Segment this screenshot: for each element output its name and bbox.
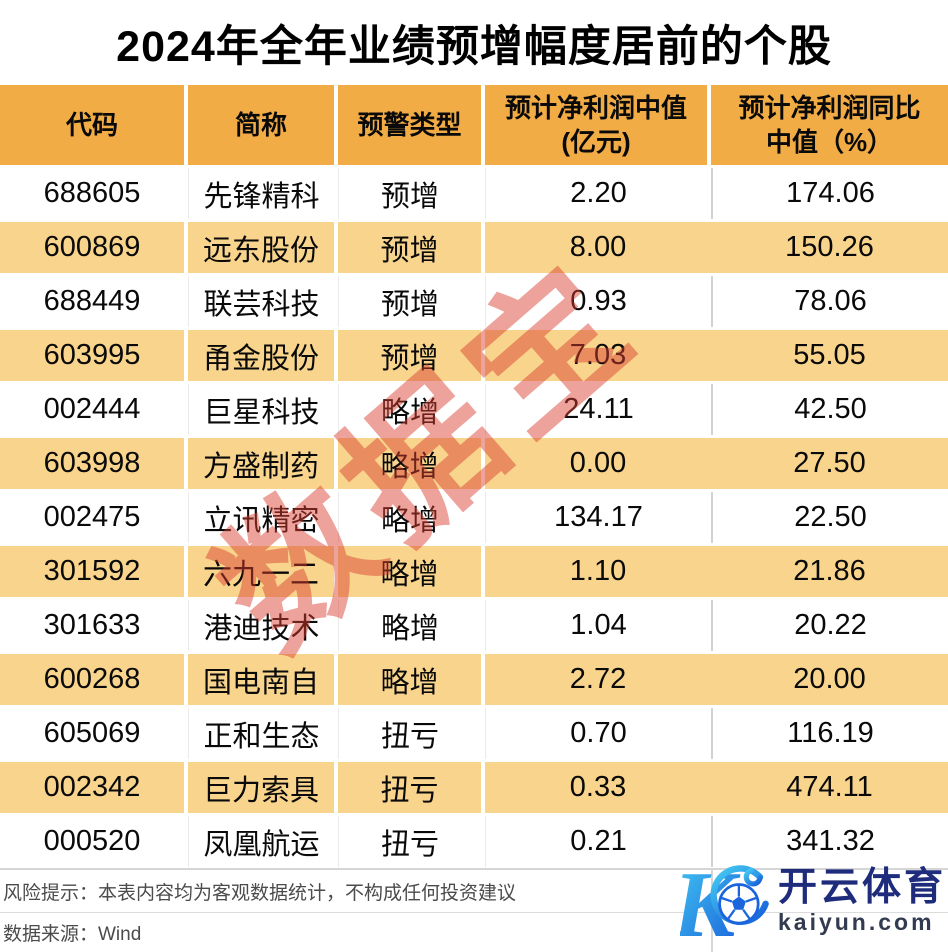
stock-code: 002475 [0,492,184,543]
profit-median-value: 1.10 [485,546,711,597]
alert-type: 扭亏 [338,816,481,867]
stock-name: 方盛制药 [188,438,334,489]
stock-code: 002444 [0,384,184,435]
table-row: 605069 正和生态 扭亏 0.70 116.19 [0,708,948,759]
table-row: 301592 六九一二 略增 1.10 21.86 [0,546,948,597]
table-row: 688605 先锋精科 预增 2.20 174.06 [0,168,948,219]
stock-name: 甬金股份 [188,330,334,381]
stock-code: 600869 [0,222,184,273]
profit-median-value: 1.04 [485,600,711,651]
alert-type: 略增 [338,546,481,597]
footer-column-divider [711,870,713,952]
yoy-median-value: 21.86 [711,546,948,597]
alert-type: 略增 [338,438,481,489]
table-row: 600869 远东股份 预增 8.00 150.26 [0,222,948,273]
yoy-median-value: 150.26 [711,222,948,273]
stock-code: 688449 [0,276,184,327]
risk-note: 风险提示：本表内容均为客观数据统计，不构成任何投资建议 [0,870,948,913]
stock-code: 603995 [0,330,184,381]
stock-code: 603998 [0,438,184,489]
table-row: 603998 方盛制药 略增 0.00 27.50 [0,438,948,489]
profit-median-value: 0.70 [485,708,711,759]
alert-type: 略增 [338,600,481,651]
stock-code: 600268 [0,654,184,705]
stock-name: 立讯精密 [188,492,334,543]
stock-code: 301633 [0,600,184,651]
alert-type: 预增 [338,168,481,219]
table-row: 600268 国电南自 略增 2.72 20.00 [0,654,948,705]
profit-median-value: 24.11 [485,384,711,435]
table-row: 000520 凤凰航运 扭亏 0.21 341.32 [0,816,948,867]
alert-type: 预增 [338,276,481,327]
alert-type: 略增 [338,384,481,435]
kaiyun-logo-mark: K [680,856,769,948]
profit-median-value: 0.00 [485,438,711,489]
stock-name: 凤凰航运 [188,816,334,867]
stock-name: 巨星科技 [188,384,334,435]
table-row: 301633 港迪技术 略增 1.04 20.22 [0,600,948,651]
yoy-median-value: 341.32 [711,816,948,867]
table-row: 603995 甬金股份 预增 7.03 55.05 [0,330,948,381]
alert-type: 扭亏 [338,708,481,759]
header-yoy-median: 预计净利润同比 中值（%） [711,85,948,165]
alert-type: 预增 [338,222,481,273]
yoy-median-value: 20.22 [711,600,948,651]
stock-code: 002342 [0,762,184,813]
kaiyun-domain: kaiyun.com [777,908,935,935]
stock-code: 605069 [0,708,184,759]
alert-type: 略增 [338,492,481,543]
stock-code: 688605 [0,168,184,219]
stock-name: 先锋精科 [188,168,334,219]
yoy-median-value: 174.06 [711,168,948,219]
stock-code: 301592 [0,546,184,597]
header-profit-median: 预计净利润中值 (亿元) [485,85,707,165]
table-header-row: 代码 简称 预警类型 预计净利润中值 (亿元) 预计净利润同比 中值（%） [0,85,948,165]
swirl-curl [743,867,763,887]
profit-median-value: 2.72 [485,654,711,705]
table-row: 002475 立讯精密 略增 134.17 22.50 [0,492,948,543]
data-source-note: 数据来源：Wind [3,923,142,945]
yoy-median-value: 78.06 [711,276,948,327]
stock-code: 000520 [0,816,184,867]
table-row: 002342 巨力索具 扭亏 0.33 474.11 [0,762,948,813]
stock-name: 六九一二 [188,546,334,597]
header-code: 代码 [0,85,184,165]
alert-type: 预增 [338,330,481,381]
stock-name: 联芸科技 [188,276,334,327]
yoy-median-value: 20.00 [711,654,948,705]
profit-median-value: 134.17 [485,492,711,543]
page-title: 2024年全年业绩预增幅度居前的个股 [116,22,832,71]
yoy-median-value: 22.50 [711,492,948,543]
yoy-median-value: 27.50 [711,438,948,489]
header-name: 简称 [188,85,334,165]
profit-median-value: 7.03 [485,330,711,381]
stock-name: 国电南自 [188,654,334,705]
profit-median-value: 0.93 [485,276,711,327]
profit-median-value: 0.21 [485,816,711,867]
yoy-median-value: 474.11 [711,762,948,813]
stock-table: 代码 简称 预警类型 预计净利润中值 (亿元) 预计净利润同比 中值（%） 6886… [0,85,948,867]
table-row: 002444 巨星科技 略增 24.11 42.50 [0,384,948,435]
profit-median-value: 2.20 [485,168,711,219]
header-alert-type: 预警类型 [338,85,481,165]
stock-name: 正和生态 [188,708,334,759]
alert-type: 略增 [338,654,481,705]
kaiyun-logo-text: 开云体育 kaiyun.com [777,865,946,937]
footer: 风险提示：本表内容均为客观数据统计，不构成任何投资建议 数据来源：Wind K [0,856,948,952]
alert-type: 扭亏 [338,762,481,813]
table-row: 688449 联芸科技 预增 0.93 78.06 [0,276,948,327]
profit-median-value: 8.00 [485,222,711,273]
kaiyun-brand-name: 开云体育 [777,865,946,909]
soccer-ball-icon [718,883,760,925]
yoy-median-value: 42.50 [711,384,948,435]
yoy-median-value: 55.05 [711,330,948,381]
stock-name: 港迪技术 [188,600,334,651]
profit-median-value: 0.33 [485,762,711,813]
yoy-median-value: 116.19 [711,708,948,759]
stock-name: 巨力索具 [188,762,334,813]
kaiyun-logo: K 开云体育 [680,856,946,948]
stock-name: 远东股份 [188,222,334,273]
